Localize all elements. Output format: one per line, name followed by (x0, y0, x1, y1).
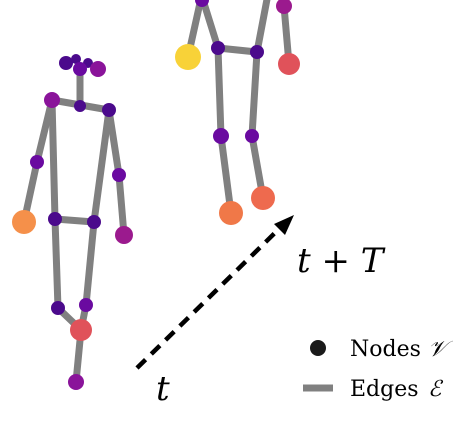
edge (253, 0, 271, 56)
node (276, 0, 292, 14)
node (70, 319, 92, 341)
skeleton-t-nodes (12, 54, 133, 390)
node (87, 215, 101, 229)
time-arrow-shaft (135, 224, 284, 370)
node (115, 226, 133, 244)
node (195, 0, 209, 7)
node (74, 100, 86, 112)
node (44, 92, 60, 108)
legend-edges-symbol: ℰ (428, 377, 444, 402)
node (73, 62, 87, 76)
node (59, 56, 73, 70)
node (112, 168, 126, 182)
node (175, 44, 201, 70)
node (51, 301, 65, 315)
node (12, 210, 36, 234)
legend: Nodes 𝒱 Edges ℰ (303, 337, 453, 402)
skeleton-tT-edges (184, 0, 293, 217)
node (30, 155, 44, 169)
node (213, 128, 229, 144)
node (71, 54, 81, 64)
skeleton-t (12, 54, 133, 390)
node (68, 374, 84, 390)
node (245, 129, 259, 143)
node (79, 298, 93, 312)
time-end-label: t + T (297, 241, 386, 281)
edge (51, 215, 62, 312)
edge (82, 218, 98, 309)
legend-edges-label: Edges (350, 377, 419, 402)
edge (214, 44, 225, 140)
node (219, 201, 243, 225)
edge (90, 106, 113, 226)
node (211, 41, 225, 55)
node (250, 45, 264, 59)
node (251, 186, 275, 210)
legend-nodes-symbol: 𝒱 (428, 337, 453, 362)
edge (248, 48, 261, 140)
skeleton-tT-nodes (175, 0, 300, 225)
skeleton-t-plus-T (175, 0, 300, 225)
node (48, 212, 62, 226)
node (278, 53, 300, 75)
time-arrow-head (274, 215, 294, 235)
edge (217, 132, 235, 217)
time-arrow (135, 215, 294, 370)
edge (199, 0, 222, 52)
time-start-label: t (156, 369, 170, 409)
node (102, 103, 116, 117)
edge (115, 171, 128, 239)
legend-node-marker (310, 340, 326, 356)
node (90, 61, 106, 77)
legend-nodes-label: Nodes (350, 337, 421, 362)
edge (48, 96, 59, 223)
